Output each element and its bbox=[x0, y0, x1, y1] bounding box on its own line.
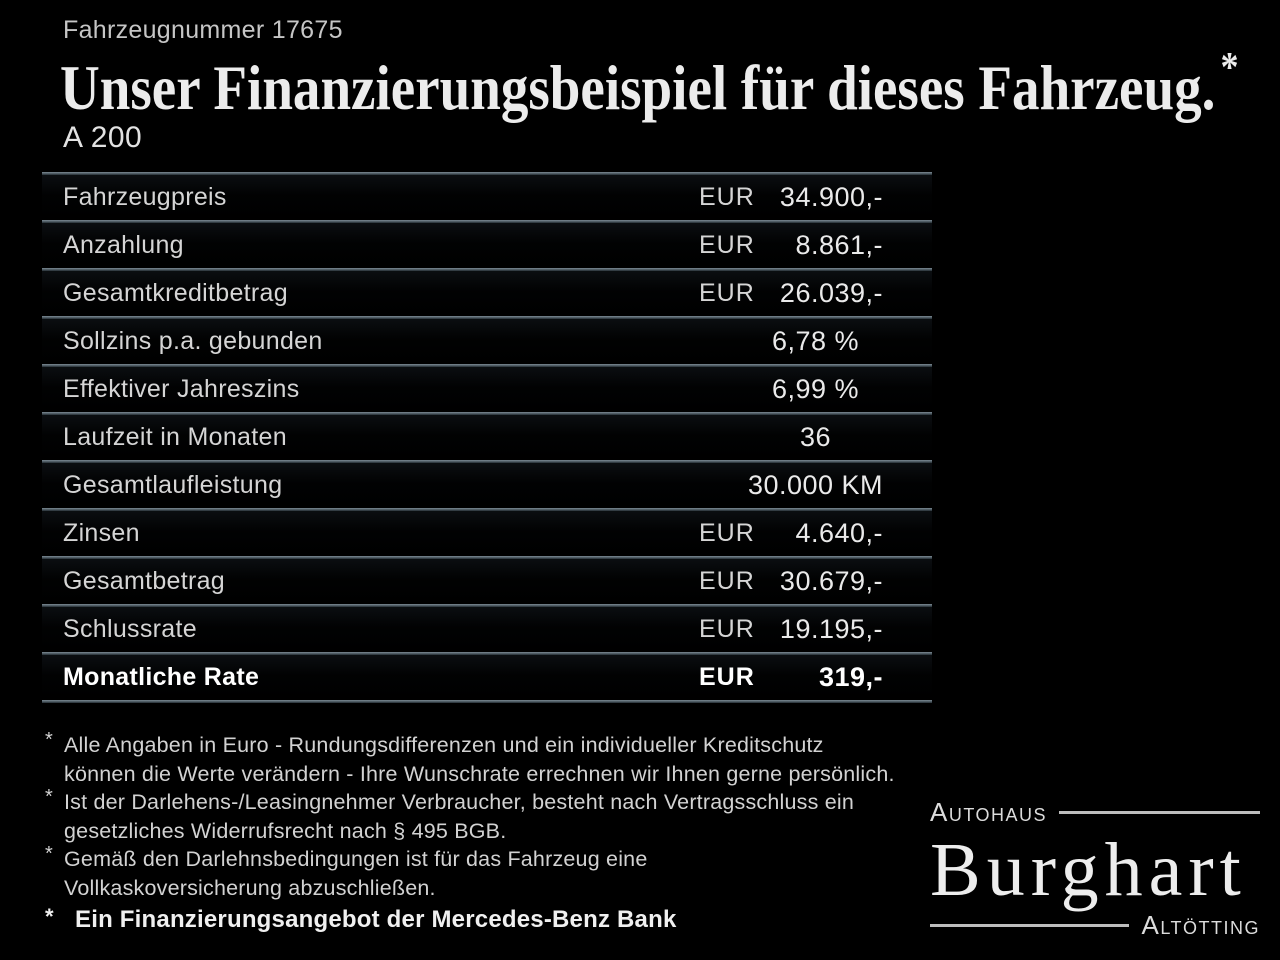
table-bottom-divider bbox=[42, 700, 932, 703]
row-value: 30.679,- bbox=[779, 566, 883, 596]
vehicle-model: A 200 bbox=[63, 121, 143, 154]
row-amount: 36 bbox=[699, 422, 932, 453]
vehicle-number: Fahrzeugnummer 17675 bbox=[63, 16, 343, 44]
row-amount: 30.000 KM bbox=[699, 470, 932, 501]
row-amount: 6,78 % bbox=[699, 326, 932, 357]
row-value: 30.000 KM bbox=[747, 470, 884, 500]
table-row-divider bbox=[42, 268, 932, 271]
row-value: 6,99 % bbox=[771, 374, 860, 404]
row-value: 36 bbox=[799, 422, 832, 452]
logo-top-row: Autohaus bbox=[930, 797, 1260, 828]
finance-table: Fahrzeugpreis EUR 34.900,- Anzahlung EUR 8.86… bbox=[42, 172, 932, 703]
row-label: Effektiver Jahreszins bbox=[63, 375, 300, 403]
row-currency: EUR bbox=[699, 663, 755, 691]
logo-top-rule bbox=[1059, 811, 1260, 814]
row-value: 6,78 % bbox=[771, 326, 860, 356]
row-value: 8.861,- bbox=[795, 230, 883, 260]
logo-dealer-name: Burghart bbox=[930, 828, 1247, 912]
row-label: Monatliche Rate bbox=[63, 663, 260, 691]
row-value: 26.039,- bbox=[779, 278, 883, 308]
footnote-text: Ist der Darlehens-/Leasingnehmer Verbrau… bbox=[64, 790, 855, 843]
table-row-divider bbox=[42, 508, 932, 511]
logo-bottom-row: Altötting bbox=[930, 910, 1260, 941]
row-label: Sollzins p.a. gebunden bbox=[63, 327, 323, 355]
financing-note-text: Ein Finanzierungsangebot der Mercedes-Be… bbox=[75, 906, 677, 933]
row-label: Fahrzeugpreis bbox=[63, 183, 227, 211]
table-row: Sollzins p.a. gebunden 6,78 % bbox=[42, 319, 932, 364]
table-row-divider bbox=[42, 604, 932, 607]
table-row-divider bbox=[42, 364, 932, 367]
footnote: * Gemäß den Darlehnsbedingungen ist für d… bbox=[45, 843, 935, 902]
row-value: 319,- bbox=[818, 662, 883, 692]
row-label: Zinsen bbox=[63, 519, 140, 547]
title-footnote-mark: * bbox=[1220, 45, 1239, 91]
table-row: Zinsen EUR 4.640,- bbox=[42, 511, 932, 556]
footnote: * Alle Angaben in Euro - Rundungsdifferen… bbox=[45, 729, 935, 788]
table-row: Gesamtlaufleistung 30.000 KM bbox=[42, 463, 932, 508]
table-row: Laufzeit in Monaten 36 bbox=[42, 415, 932, 460]
logo-autohaus-label: Autohaus bbox=[930, 797, 1048, 827]
row-label: Gesamtlaufleistung bbox=[63, 471, 283, 499]
row-label: Schlussrate bbox=[63, 615, 197, 643]
table-row-divider bbox=[42, 652, 932, 655]
page-title: Unser Finanzierungsbeispiel für dieses F… bbox=[60, 44, 1239, 126]
footnote-marker: * bbox=[45, 729, 53, 751]
footnote-text: Alle Angaben in Euro - Rundungsdifferenz… bbox=[64, 733, 895, 786]
row-currency: EUR bbox=[699, 279, 755, 307]
row-value: 19.195,- bbox=[779, 614, 883, 644]
table-row-divider bbox=[42, 412, 932, 415]
table-row-divider bbox=[42, 556, 932, 559]
logo-bottom-rule bbox=[930, 924, 1130, 927]
dealer-logo: Autohaus Burghart Altötting bbox=[930, 797, 1260, 941]
row-amount: EUR 19.195,- bbox=[699, 614, 932, 645]
footnotes: * Alle Angaben in Euro - Rundungsdifferen… bbox=[45, 729, 935, 902]
financing-note-marker: * bbox=[45, 904, 54, 929]
row-value: 34.900,- bbox=[779, 182, 883, 212]
footnote-marker: * bbox=[45, 786, 53, 808]
row-amount: 6,99 % bbox=[699, 374, 932, 405]
table-row: Schlussrate EUR 19.195,- bbox=[42, 607, 932, 652]
table-row-divider bbox=[42, 316, 932, 319]
row-amount: EUR 26.039,- bbox=[699, 278, 932, 309]
row-label: Gesamtkreditbetrag bbox=[63, 279, 288, 307]
row-label: Laufzeit in Monaten bbox=[63, 423, 287, 451]
footnote: * Ist der Darlehens-/Leasingnehmer Verbra… bbox=[45, 786, 935, 845]
row-amount: EUR 319,- bbox=[699, 662, 932, 693]
row-label: Gesamtbetrag bbox=[63, 567, 226, 595]
table-row: Anzahlung EUR 8.861,- bbox=[42, 223, 932, 268]
table-row: Effektiver Jahreszins 6,99 % bbox=[42, 367, 932, 412]
footnote-text: Gemäß den Darlehnsbedingungen ist für da… bbox=[64, 847, 648, 900]
row-amount: EUR 4.640,- bbox=[699, 518, 932, 549]
table-row: Monatliche Rate EUR 319,- bbox=[42, 655, 932, 700]
financing-note: * Ein Finanzierungsangebot der Mercedes-… bbox=[45, 904, 677, 934]
table-row: Gesamtkreditbetrag EUR 26.039,- bbox=[42, 271, 932, 316]
row-currency: EUR bbox=[699, 183, 755, 211]
table-row-divider bbox=[42, 460, 932, 463]
table-row: Fahrzeugpreis EUR 34.900,- bbox=[42, 175, 932, 220]
row-value: 4.640,- bbox=[795, 518, 883, 548]
row-amount: EUR 30.679,- bbox=[699, 566, 932, 597]
row-currency: EUR bbox=[699, 519, 755, 547]
table-row: Gesamtbetrag EUR 30.679,- bbox=[42, 559, 932, 604]
row-amount: EUR 8.861,- bbox=[699, 230, 932, 261]
footnote-marker: * bbox=[45, 843, 53, 865]
table-row-divider bbox=[42, 220, 932, 223]
row-currency: EUR bbox=[699, 231, 755, 259]
row-amount: EUR 34.900,- bbox=[699, 182, 932, 213]
logo-altoetting-label: Altötting bbox=[1141, 910, 1260, 940]
row-currency: EUR bbox=[699, 567, 755, 595]
table-row-divider bbox=[42, 172, 932, 175]
row-currency: EUR bbox=[699, 615, 755, 643]
row-label: Anzahlung bbox=[63, 231, 184, 259]
page-title-text: Unser Finanzierungsbeispiel für dieses F… bbox=[60, 52, 1216, 123]
